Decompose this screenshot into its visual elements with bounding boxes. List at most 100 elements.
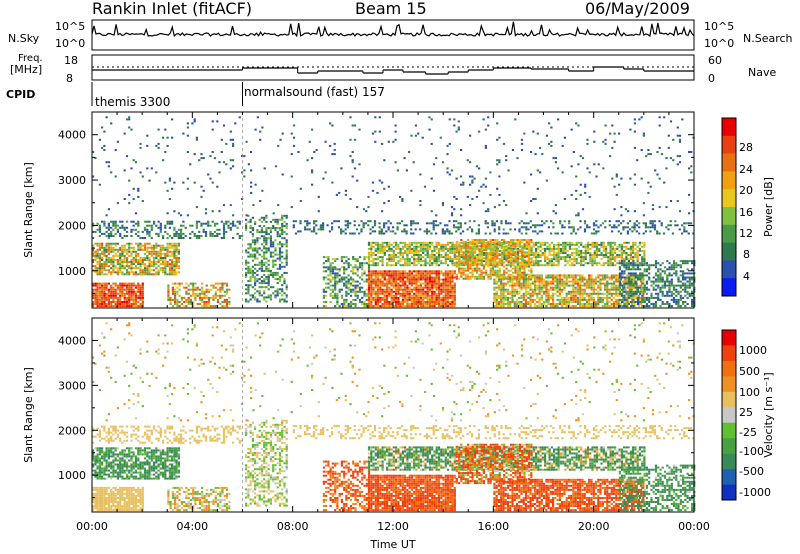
power-cell xyxy=(543,281,545,283)
power-cell xyxy=(270,237,272,239)
power-cell xyxy=(375,295,377,297)
power-cell xyxy=(490,241,492,243)
power-cell xyxy=(481,270,483,272)
power-cell xyxy=(142,259,144,261)
power-cell xyxy=(474,246,476,248)
power-cell xyxy=(644,262,646,264)
power-cell xyxy=(442,291,444,293)
power-cell xyxy=(467,253,469,255)
power-cell xyxy=(124,285,126,287)
power-cell xyxy=(286,215,288,217)
power-cell xyxy=(569,244,571,246)
power-cell xyxy=(551,242,553,244)
power-cell xyxy=(449,289,451,291)
power-cell xyxy=(268,280,270,282)
power-cell xyxy=(97,293,99,295)
power-cell xyxy=(265,268,267,270)
power-cell xyxy=(256,229,258,231)
power-cell xyxy=(646,262,648,264)
power-cell xyxy=(393,250,395,252)
power-cell xyxy=(456,241,458,243)
power-cell xyxy=(611,293,613,295)
power-cell xyxy=(445,297,447,299)
power-cell xyxy=(451,303,453,305)
power-cell xyxy=(388,256,390,258)
power-cell xyxy=(469,249,471,251)
power-cell xyxy=(368,299,370,301)
power-cell xyxy=(99,303,101,305)
power-cell xyxy=(133,301,135,303)
power-cell xyxy=(553,254,555,256)
power-cell xyxy=(409,299,411,301)
power-cell xyxy=(167,255,169,257)
power-cell xyxy=(171,253,173,255)
power-cell xyxy=(382,297,384,299)
power-cell xyxy=(519,262,521,264)
power-cell xyxy=(429,297,431,299)
power-cell xyxy=(119,259,121,261)
power-cell xyxy=(512,264,514,266)
power-cell xyxy=(422,274,424,276)
power-cell xyxy=(130,289,132,291)
power-cell xyxy=(133,251,135,253)
power-cell xyxy=(557,279,559,281)
power-cell xyxy=(201,287,203,289)
power-cell xyxy=(469,264,471,266)
power-cell xyxy=(575,274,577,276)
power-cell xyxy=(164,267,166,269)
power-cell xyxy=(575,289,577,291)
power-cell xyxy=(182,237,184,239)
power-cell xyxy=(517,272,519,274)
power-cell xyxy=(599,299,601,301)
power-cell xyxy=(144,265,146,267)
power-cell xyxy=(418,287,420,289)
power-cell xyxy=(623,246,625,248)
power-cell xyxy=(286,284,288,286)
power-cell xyxy=(153,269,155,271)
power-cell xyxy=(400,301,402,303)
power-cell xyxy=(332,295,334,297)
power-cell xyxy=(570,295,572,297)
power-cell xyxy=(386,293,388,295)
power-cell xyxy=(602,305,604,307)
power-cell xyxy=(146,267,148,269)
power-cell xyxy=(420,297,422,299)
power-cell xyxy=(553,248,555,250)
power-cell xyxy=(517,270,519,272)
power-cell xyxy=(599,281,601,283)
power-cell xyxy=(557,295,559,297)
power-cell xyxy=(445,299,447,301)
power-cell xyxy=(544,264,546,266)
power-cell xyxy=(492,266,494,268)
power-cell xyxy=(245,301,247,303)
power-cell xyxy=(514,272,516,274)
power-cell xyxy=(467,239,469,241)
power-cell xyxy=(108,235,110,237)
power-cell xyxy=(590,274,592,276)
power-cell xyxy=(536,285,538,287)
power-cell xyxy=(117,255,119,257)
power-cell xyxy=(631,279,633,281)
power-cell xyxy=(388,260,390,262)
power-cell xyxy=(451,279,453,281)
power-cell xyxy=(472,276,474,278)
power-cell xyxy=(254,282,256,284)
power-cell xyxy=(126,299,128,301)
power-cell xyxy=(454,258,456,260)
power-cell xyxy=(512,245,514,247)
power-cell xyxy=(245,264,247,266)
power-cell xyxy=(526,239,528,241)
power-cell xyxy=(106,293,108,295)
power-cell xyxy=(637,260,639,262)
power-cell xyxy=(345,291,347,293)
power-cell xyxy=(227,221,229,223)
power-cell xyxy=(261,266,263,268)
power-cell xyxy=(485,247,487,249)
power-cell xyxy=(490,274,492,276)
power-cell xyxy=(252,296,254,298)
power-cell xyxy=(494,248,496,250)
power-cell xyxy=(581,299,583,301)
power-cell xyxy=(549,260,551,262)
power-cell xyxy=(447,303,449,305)
power-cell xyxy=(370,250,372,252)
